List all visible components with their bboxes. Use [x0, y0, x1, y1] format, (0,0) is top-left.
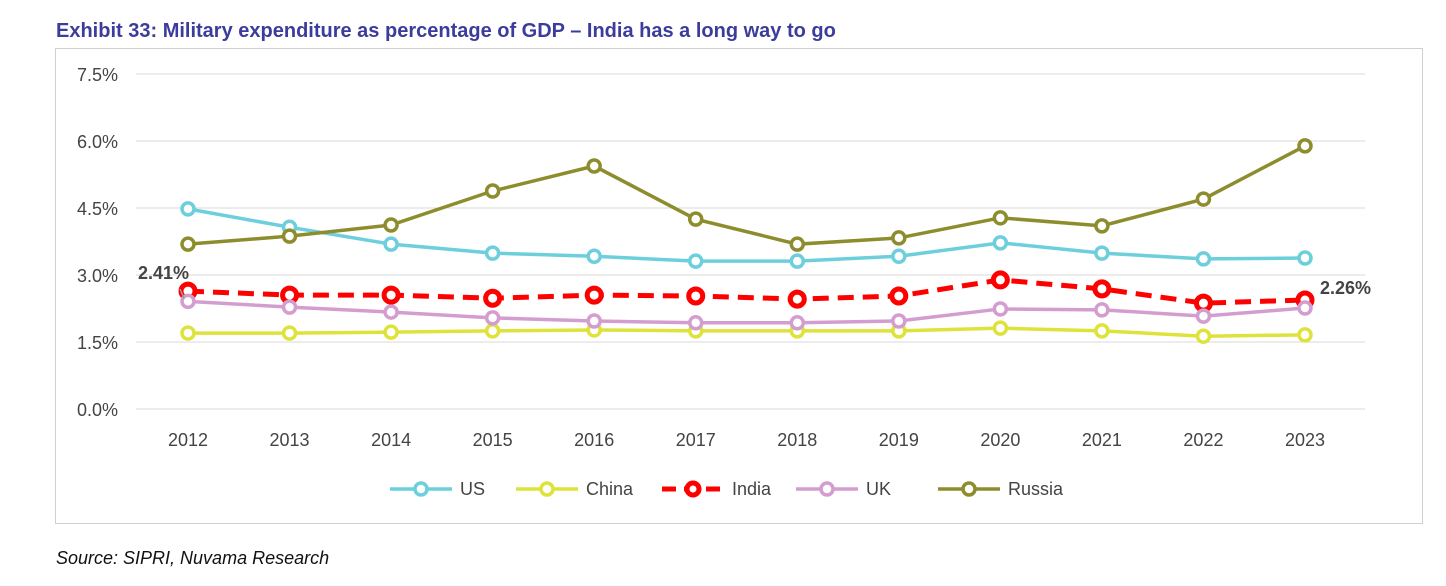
x-tick-label: 2012	[168, 430, 208, 450]
x-tick-label: 2023	[1285, 430, 1325, 450]
data-point-china	[484, 323, 501, 339]
data-point-us	[1094, 245, 1110, 261]
y-tick-label: 3.0%	[77, 266, 118, 286]
data-point-uk	[789, 315, 806, 331]
data-point-us	[1297, 250, 1313, 266]
x-tick-label: 2019	[879, 430, 919, 450]
source-note: Source: SIPRI, Nuvama Research	[56, 548, 330, 568]
legend-marker-uk	[819, 481, 835, 497]
annotation-label: 2.41%	[138, 263, 189, 283]
series-line-russia	[187, 144, 1306, 246]
series-line-india	[187, 277, 1306, 306]
data-point-us	[687, 253, 704, 269]
data-point-india	[1193, 293, 1213, 313]
data-point-china	[1195, 328, 1212, 344]
chart-frame	[55, 48, 1423, 524]
x-tick-label: 2016	[574, 430, 614, 450]
legend-marker-us	[413, 481, 429, 497]
legend-marker-china	[539, 481, 555, 497]
legend-label-uk: UK	[866, 479, 891, 499]
data-point-india	[990, 270, 1010, 290]
y-tick-label: 0.0%	[77, 400, 118, 420]
x-tick-label: 2014	[371, 430, 411, 450]
data-point-russia	[789, 236, 806, 252]
data-point-uk	[1094, 302, 1110, 318]
data-point-us	[789, 253, 806, 269]
legend-marker-india	[684, 480, 702, 498]
data-point-china	[383, 324, 399, 340]
series-line-us	[187, 207, 1306, 263]
y-tick-label: 7.5%	[77, 65, 118, 85]
data-point-russia	[1195, 191, 1212, 207]
data-point-russia	[281, 228, 298, 244]
data-point-us	[180, 201, 196, 217]
annotation-leader	[179, 288, 185, 299]
data-point-india	[1092, 279, 1112, 299]
data-point-russia	[891, 230, 907, 246]
data-point-us	[383, 236, 399, 252]
data-point-china	[1297, 327, 1313, 343]
data-point-uk	[383, 304, 399, 320]
annotation-label: 2.26%	[1320, 278, 1371, 298]
data-point-russia	[1094, 218, 1110, 234]
y-tick-label: 4.5%	[77, 199, 118, 219]
data-point-uk	[586, 313, 602, 329]
y-tick-label: 6.0%	[77, 132, 118, 152]
data-point-russia	[484, 183, 501, 199]
chart-title: Exhibit 33: Military expenditure as perc…	[56, 20, 836, 42]
data-point-uk	[1195, 308, 1212, 324]
x-tick-label: 2015	[473, 430, 513, 450]
data-point-china	[281, 325, 298, 341]
legend-label-china: China	[586, 479, 634, 499]
data-point-us	[484, 245, 501, 261]
data-point-india	[686, 286, 706, 306]
data-point-russia	[687, 211, 704, 227]
data-point-india	[584, 285, 604, 305]
data-point-russia	[992, 210, 1009, 226]
data-point-uk	[281, 299, 298, 315]
y-tick-label: 1.5%	[77, 333, 118, 353]
data-point-russia	[180, 236, 196, 252]
data-point-russia	[586, 158, 602, 174]
data-point-uk	[891, 313, 907, 329]
legend-marker-russia	[961, 481, 977, 497]
data-point-china	[992, 320, 1009, 336]
data-point-us	[1195, 251, 1212, 267]
data-point-uk	[687, 315, 704, 331]
data-point-india	[787, 289, 807, 309]
data-point-russia	[383, 217, 399, 233]
data-point-us	[992, 235, 1009, 251]
data-point-russia	[1297, 138, 1313, 154]
data-point-china	[180, 325, 196, 341]
data-point-uk	[484, 310, 501, 326]
data-point-china	[1094, 323, 1110, 339]
x-tick-label: 2013	[270, 430, 310, 450]
x-tick-label: 2020	[980, 430, 1020, 450]
data-point-uk	[1297, 300, 1313, 316]
data-point-india	[483, 288, 503, 308]
x-tick-label: 2021	[1082, 430, 1122, 450]
x-tick-label: 2017	[676, 430, 716, 450]
data-point-uk	[180, 293, 196, 310]
data-point-uk	[992, 301, 1009, 317]
x-tick-label: 2022	[1183, 430, 1223, 450]
legend-label-india: India	[732, 479, 772, 499]
legend-label-russia: Russia	[1008, 479, 1064, 499]
data-point-us	[891, 248, 907, 264]
x-tick-label: 2018	[777, 430, 817, 450]
data-point-us	[586, 248, 602, 264]
series-line-uk	[187, 299, 1306, 325]
data-point-india	[889, 286, 909, 306]
legend-label-us: US	[460, 479, 485, 499]
series-line-china	[188, 326, 1306, 338]
data-point-india	[381, 285, 401, 305]
